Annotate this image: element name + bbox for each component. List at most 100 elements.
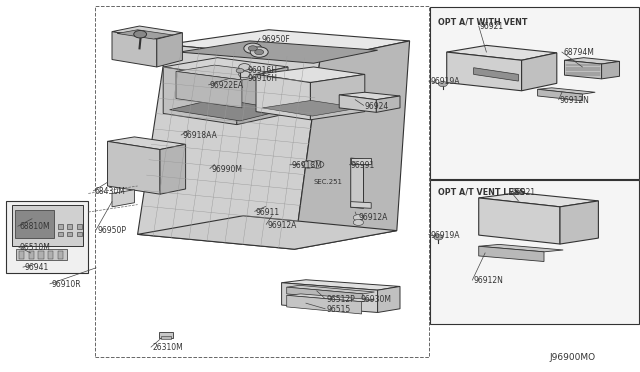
Bar [48, 251, 53, 259]
Text: 68810M: 68810M [19, 222, 50, 231]
Polygon shape [351, 158, 364, 208]
Bar [15, 210, 54, 238]
Bar [77, 224, 82, 229]
Circle shape [250, 47, 268, 57]
Polygon shape [479, 193, 598, 207]
Polygon shape [108, 141, 160, 194]
Bar [95, 6, 429, 357]
Polygon shape [564, 60, 602, 79]
Text: 96912N: 96912N [560, 96, 590, 105]
Text: 96950F: 96950F [261, 35, 290, 44]
Text: 26310M: 26310M [152, 343, 183, 352]
Circle shape [134, 31, 147, 38]
Text: 96921: 96921 [480, 22, 504, 31]
Polygon shape [112, 190, 134, 207]
Text: 96919A: 96919A [430, 77, 460, 86]
Polygon shape [339, 92, 400, 100]
Polygon shape [351, 158, 371, 164]
Circle shape [311, 161, 324, 168]
Polygon shape [170, 99, 285, 121]
Circle shape [255, 49, 264, 55]
Bar [19, 251, 24, 259]
Text: 96916H: 96916H [247, 74, 277, 83]
Circle shape [248, 46, 257, 51]
Circle shape [353, 219, 364, 225]
Circle shape [244, 43, 262, 54]
Bar [430, 180, 639, 324]
Circle shape [434, 235, 443, 240]
Polygon shape [138, 45, 320, 249]
Text: 96515: 96515 [326, 305, 351, 314]
Polygon shape [479, 246, 544, 262]
Polygon shape [179, 41, 378, 63]
Text: 96924: 96924 [365, 102, 389, 110]
Text: 96941: 96941 [24, 263, 49, 272]
Text: 96922EA: 96922EA [210, 81, 244, 90]
Bar [67, 224, 72, 229]
Text: OPT A/T WITH VENT: OPT A/T WITH VENT [438, 18, 527, 27]
Polygon shape [176, 65, 278, 80]
Polygon shape [564, 58, 620, 64]
Polygon shape [376, 96, 400, 112]
Circle shape [236, 68, 244, 73]
Bar [430, 7, 639, 179]
Polygon shape [538, 89, 582, 101]
Polygon shape [282, 280, 400, 290]
Polygon shape [287, 287, 363, 301]
Polygon shape [560, 201, 598, 244]
Polygon shape [256, 67, 365, 83]
Polygon shape [160, 144, 186, 194]
Text: 96913M: 96913M [291, 161, 322, 170]
Polygon shape [108, 137, 186, 150]
Text: 68794M: 68794M [563, 48, 594, 57]
Bar [67, 232, 72, 236]
Polygon shape [287, 294, 374, 302]
Text: 96916H: 96916H [247, 66, 277, 75]
Text: 96930M: 96930M [360, 295, 391, 304]
Text: OPT A/T VENT LESS: OPT A/T VENT LESS [438, 187, 525, 196]
Bar [58, 232, 63, 236]
Polygon shape [538, 88, 595, 94]
Text: 96912N: 96912N [474, 276, 504, 285]
Polygon shape [294, 41, 410, 249]
Text: 96919A: 96919A [430, 231, 460, 240]
Text: SEC.251: SEC.251 [314, 179, 342, 185]
Bar [12, 205, 83, 246]
Polygon shape [378, 286, 400, 312]
Circle shape [302, 161, 315, 168]
Bar [161, 336, 171, 339]
Polygon shape [602, 61, 620, 79]
Polygon shape [157, 33, 182, 67]
Polygon shape [310, 74, 365, 120]
Text: 96510M: 96510M [19, 243, 50, 252]
Bar [6, 201, 88, 273]
Polygon shape [138, 216, 397, 249]
Polygon shape [163, 58, 288, 78]
Text: 96910R: 96910R [51, 280, 81, 289]
Polygon shape [474, 68, 518, 81]
Text: 96912A: 96912A [268, 221, 297, 230]
Circle shape [353, 215, 364, 221]
Polygon shape [479, 198, 560, 244]
Circle shape [239, 64, 250, 70]
Polygon shape [479, 244, 563, 252]
Circle shape [239, 71, 250, 78]
Polygon shape [112, 26, 182, 39]
Bar [77, 232, 82, 236]
Polygon shape [351, 202, 371, 208]
Bar [16, 249, 67, 260]
Polygon shape [163, 67, 237, 125]
Circle shape [438, 81, 447, 87]
Polygon shape [282, 283, 378, 312]
Polygon shape [176, 71, 242, 108]
Text: 96918AA: 96918AA [182, 131, 217, 140]
Text: 96512P: 96512P [326, 295, 355, 304]
Bar [29, 251, 34, 259]
Text: 68430M: 68430M [95, 187, 125, 196]
Polygon shape [447, 45, 557, 60]
Text: 96950P: 96950P [97, 226, 126, 235]
Polygon shape [237, 67, 288, 125]
Polygon shape [117, 30, 173, 39]
Polygon shape [522, 53, 557, 91]
Bar [58, 224, 63, 229]
